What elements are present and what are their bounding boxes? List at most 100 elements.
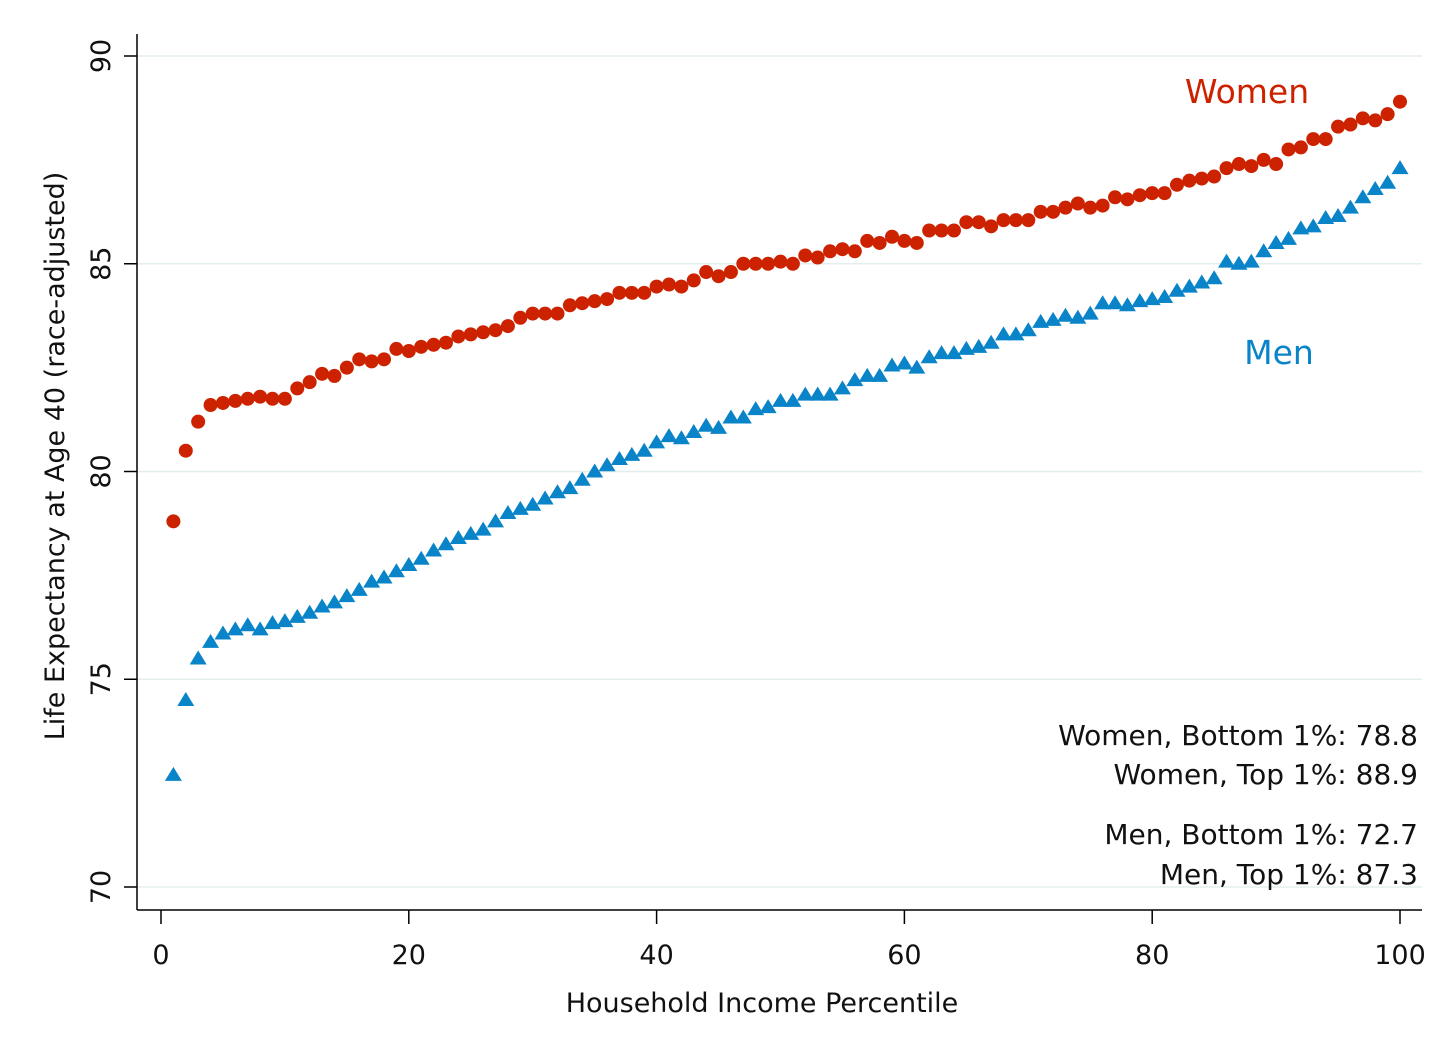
y-axis-ticks: 70 75 80 85 90 [86, 39, 137, 904]
women-point [1380, 107, 1395, 122]
men-point [164, 766, 182, 781]
men-point [375, 569, 393, 584]
women-point [897, 233, 912, 248]
men-point [1056, 307, 1074, 322]
men-point [1379, 174, 1397, 189]
women-point [277, 391, 292, 406]
women-point [798, 248, 813, 263]
women-point [290, 381, 305, 396]
men-point [697, 417, 715, 432]
men-point [499, 505, 517, 520]
women-point [1256, 152, 1271, 167]
men-point [1292, 220, 1310, 235]
men-point [350, 581, 368, 596]
men-point [623, 446, 641, 461]
men-point [1205, 270, 1223, 285]
women-point [500, 319, 515, 334]
women-point [339, 360, 354, 375]
men-point [1156, 288, 1174, 303]
women-point [426, 337, 441, 352]
women-point [1231, 157, 1246, 172]
men-point [487, 513, 505, 528]
men-point [1304, 218, 1322, 233]
men-point [945, 345, 963, 360]
women-point [240, 391, 255, 406]
women-point [1293, 140, 1308, 155]
men-point [437, 536, 455, 551]
men-point [933, 345, 951, 360]
y-tick-label-90: 90 [86, 39, 117, 73]
men-point [1366, 180, 1384, 195]
women-top-annotation: Women, Top 1%: 88.9 [1114, 758, 1418, 791]
men-point [412, 550, 430, 565]
women-point [377, 352, 392, 367]
women-point [600, 292, 615, 307]
women-point [946, 223, 961, 238]
men-point [1019, 322, 1037, 337]
women-point [1306, 132, 1321, 147]
men-point [1168, 282, 1186, 297]
men-point [1094, 295, 1112, 310]
women-point [711, 269, 726, 284]
men-point [908, 359, 926, 374]
men-point [1106, 295, 1124, 310]
men-point [1279, 230, 1297, 245]
men-point [1317, 210, 1335, 225]
women-point [885, 229, 900, 244]
men-point [1143, 291, 1161, 306]
men-point [264, 615, 282, 630]
women-point [996, 213, 1011, 228]
women-point [587, 294, 602, 309]
men-point [970, 338, 988, 353]
women-point [860, 233, 875, 248]
women-point [909, 235, 924, 250]
men-point [796, 386, 814, 401]
men-point [1255, 243, 1273, 258]
men-point [325, 594, 343, 609]
men-point [561, 480, 579, 495]
men-point [226, 621, 244, 636]
y-tick-label-75: 75 [86, 662, 117, 696]
men-point [251, 621, 269, 636]
women-point [872, 235, 887, 250]
men-top-annotation: Men, Top 1%: 87.3 [1160, 858, 1418, 891]
men-point [1081, 305, 1099, 320]
men-point [1118, 297, 1136, 312]
series-men [164, 160, 1409, 781]
women-point [525, 306, 540, 321]
women-point [847, 244, 862, 259]
men-point [1391, 160, 1409, 175]
men-series-label: Men [1244, 333, 1314, 372]
men-point [400, 556, 418, 571]
men-point [995, 326, 1013, 341]
women-point [785, 256, 800, 271]
y-tick-label-80: 80 [86, 454, 117, 488]
men-point [288, 608, 306, 623]
men-point [982, 334, 1000, 349]
men-point [635, 442, 653, 457]
women-point [649, 279, 664, 294]
women-point [661, 277, 676, 292]
men-point [685, 424, 703, 439]
women-point [178, 443, 193, 458]
women-point [1058, 200, 1073, 215]
women-point [624, 285, 639, 300]
women-point [1269, 157, 1284, 172]
women-point [1244, 159, 1259, 174]
women-point [823, 244, 838, 259]
women-point [748, 256, 763, 271]
x-axis-title: Household Income Percentile [566, 988, 959, 1019]
women-point [984, 219, 999, 234]
women-point [1393, 94, 1407, 109]
men-point [1218, 253, 1236, 268]
men-point [536, 490, 554, 505]
women-point [575, 296, 590, 311]
women-point [327, 368, 342, 383]
men-point [648, 434, 666, 449]
series-women [166, 94, 1407, 529]
grid-lines [138, 55, 1422, 888]
men-point [301, 604, 319, 619]
women-point [451, 329, 466, 344]
y-axis-title: Life Expectancy at Age 40 (race-adjusted… [40, 172, 71, 741]
